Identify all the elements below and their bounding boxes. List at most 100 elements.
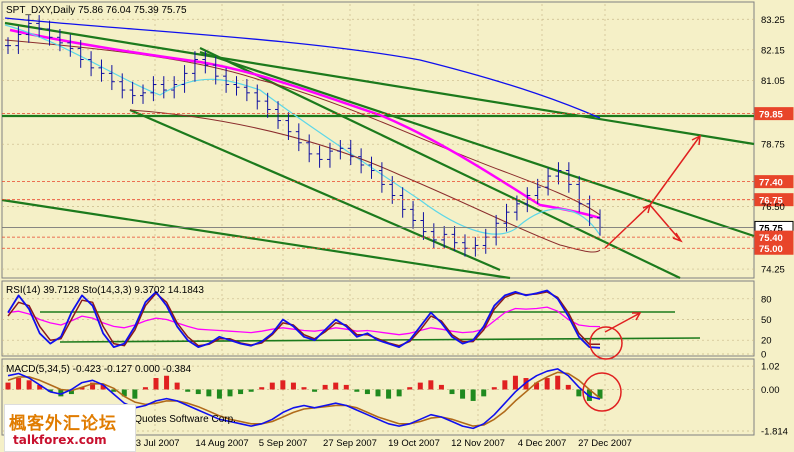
price-tag-box [754, 107, 794, 121]
forecast-arrowhead-up [691, 134, 701, 146]
macd-histogram-bar [396, 389, 402, 397]
copyright-text: MetaQuotes Software Corp. [112, 414, 236, 425]
price-tag-label: 75.40 [759, 233, 783, 244]
stoch-main-line [7, 289, 601, 349]
macd-histogram-bar [375, 389, 381, 397]
forecast-arrows [582, 134, 701, 412]
rsi-circle-marker [589, 326, 623, 360]
macd-histogram-bar [121, 389, 127, 397]
macd-histogram-bar [512, 375, 518, 390]
macd-histogram-bar [68, 389, 74, 395]
macd-histogram-bar [142, 387, 148, 390]
price-tag-box [754, 175, 794, 189]
macd-histogram-bar [407, 387, 413, 390]
macd-histogram-bar [90, 382, 96, 390]
rsi-line [7, 306, 601, 336]
rsi-arrow-up [604, 312, 641, 333]
x-tick-label: 14 Aug 2007 [195, 438, 248, 449]
macd-label: MACD(5,34,5) -0.423 -0.127 0.000 -0.384 [6, 364, 192, 375]
x-tick-label: 5 Sep 2007 [259, 438, 308, 449]
macd-histogram-bar [449, 389, 455, 395]
x-tick-label: 12 Nov 2007 [451, 438, 505, 449]
price-tag-label: 79.85 [759, 110, 783, 121]
macd-histogram-bar [565, 384, 571, 390]
price-tag-label: 75.75 [759, 223, 783, 234]
macd-histogram-bar [100, 384, 106, 390]
price-tick-label: 82.15 [761, 45, 785, 56]
macd-signal-line [7, 371, 601, 427]
macd-histogram-bar [79, 387, 85, 390]
price-tag-label: 77.40 [759, 178, 783, 189]
macd-tick-label: 0.00 [761, 385, 780, 396]
macd-histogram-bar [354, 389, 360, 392]
macd-histogram-bar [481, 389, 487, 397]
rsi-tick-label: 50 [761, 315, 772, 326]
macd-histogram-bar [47, 389, 53, 392]
macd-histogram-bar [322, 384, 328, 390]
macd-histogram-bar [111, 389, 117, 392]
macd-histogram-bar [269, 382, 275, 390]
price-tick-label: 81.05 [761, 76, 785, 87]
macd-histogram-bar [164, 375, 170, 390]
macd-histogram-bar [491, 387, 497, 390]
macd-circle-marker [582, 372, 622, 412]
price-tick-label: 74.25 [761, 265, 785, 276]
rsi-label: RSI(14) 39.7128 Sto(14,3,3) 9.3702 14.18… [6, 285, 204, 296]
watermark-en-text: talkforex.com [13, 433, 107, 447]
trend-line-mid [199, 47, 681, 279]
macd-tick-label: 1.02 [761, 362, 780, 373]
macd-series [5, 368, 603, 430]
macd-histogram-bar [523, 378, 529, 390]
macd-histogram-bar [586, 389, 592, 401]
macd-histogram-bar [386, 389, 392, 399]
trend-line-lower [129, 108, 501, 272]
macd-histogram-bar [555, 375, 561, 390]
macd-histogram-bar [37, 384, 43, 390]
macd-histogram-bar [502, 380, 508, 390]
macd-histogram-bar [26, 380, 32, 390]
oscillator-series [7, 289, 601, 349]
macd-histogram-bar [364, 389, 370, 395]
forecast-arrow-up [649, 135, 701, 206]
chart-title-text: SPT_DXY,Daily 75.86 76.04 75.39 75.75 [6, 5, 187, 16]
macd-histogram-bar [544, 378, 550, 390]
macd-histogram-bar [58, 389, 64, 397]
moving-averages [4, 17, 601, 253]
trend-line-base [1, 198, 511, 280]
macd-histogram-bar [438, 384, 444, 390]
macd-histogram-bar [460, 389, 466, 399]
ma-magenta-line [9, 28, 601, 220]
axis-labels: 23 Jul 2007 14 Aug 2007 5 Sep 2007 27 Sep 2… [130, 15, 788, 449]
forecast-arrowhead-down [672, 232, 683, 243]
x-tick-label: 19 Oct 2007 [388, 438, 440, 449]
trend-line-upper [4, 21, 755, 146]
macd-histogram-bar [280, 380, 286, 390]
price-tag-box [754, 241, 794, 255]
macd-histogram-bar [248, 389, 254, 392]
macd-histogram-bar [5, 382, 11, 390]
macd-histogram-bar [597, 389, 603, 399]
macd-histogram-bar [216, 389, 222, 399]
x-tick-label: 4 Dec 2007 [518, 438, 567, 449]
macd-histogram-bar [301, 387, 307, 390]
price-panel [1, 1, 755, 279]
macd-histogram-bar [534, 382, 540, 390]
macd-histogram-bar [333, 382, 339, 390]
macd-histogram-bar [312, 389, 318, 392]
band-lower-line [129, 109, 601, 253]
price-tag-box [754, 193, 794, 207]
macd-histogram-bar [470, 389, 476, 401]
macd-histogram-bar [185, 389, 191, 392]
macd-histogram-bar [238, 389, 244, 395]
watermark-logo: 楓客外汇论坛 talkforex.com [4, 404, 136, 452]
macd-histogram-bar [343, 384, 349, 390]
macd-histogram-bar [16, 378, 22, 390]
price-tick-label: 76.50 [761, 202, 785, 213]
macd-histogram-bar [576, 389, 582, 397]
rsi-tick-label: 20 [761, 336, 772, 347]
macd-histogram-bar [259, 387, 265, 390]
macd-histogram-bar [132, 389, 138, 399]
